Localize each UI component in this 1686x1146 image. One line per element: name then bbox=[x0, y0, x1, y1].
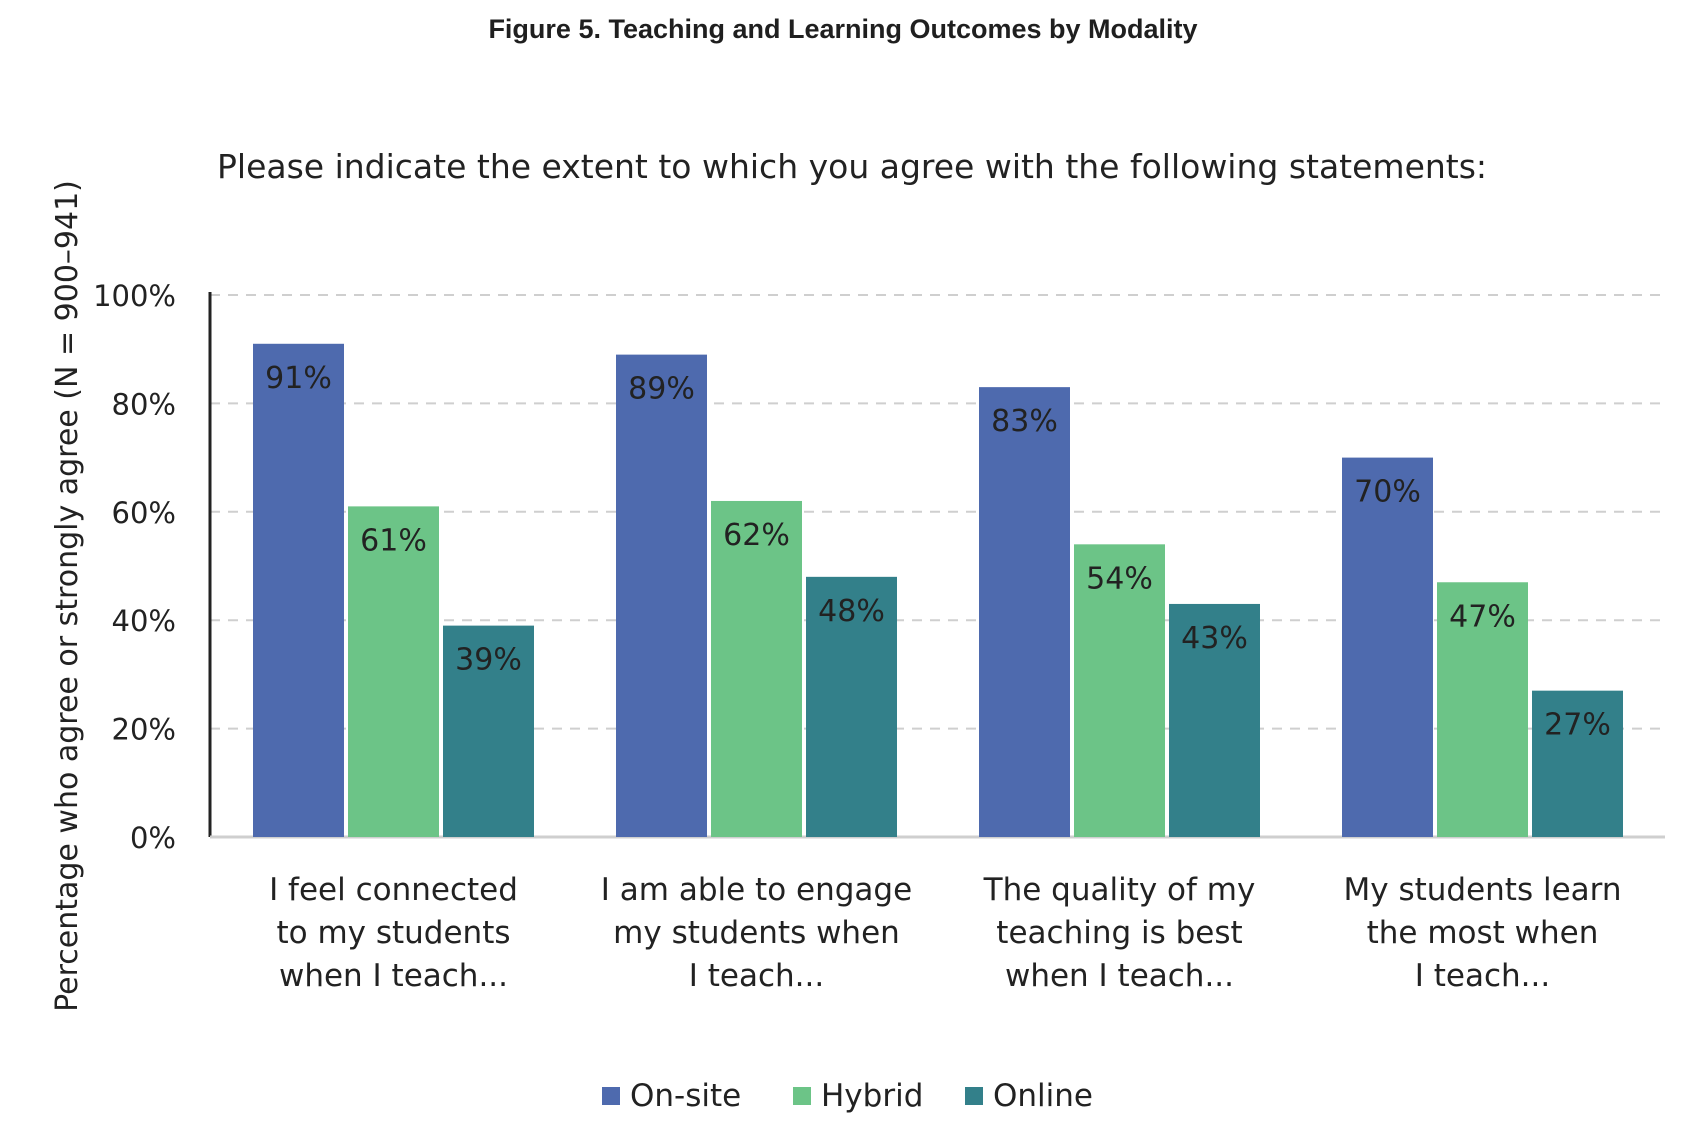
data-label: 39% bbox=[455, 643, 522, 678]
data-label: 27% bbox=[1544, 708, 1611, 743]
y-tick-label: 100% bbox=[93, 279, 176, 313]
bar-hybrid bbox=[1437, 582, 1528, 837]
bar-hybrid bbox=[711, 500, 802, 837]
y-tick-label: 0% bbox=[130, 821, 176, 855]
x-category-label: the most when bbox=[1367, 915, 1599, 951]
data-label: 70% bbox=[1354, 475, 1421, 510]
y-tick-label: 80% bbox=[112, 387, 176, 421]
bar-hybrid bbox=[1074, 544, 1165, 837]
x-category-label: I feel connected bbox=[269, 872, 518, 908]
y-tick-label: 20% bbox=[112, 713, 176, 747]
bar-onsite bbox=[253, 343, 344, 837]
bar-hybrid bbox=[348, 506, 439, 837]
data-label: 47% bbox=[1449, 599, 1516, 634]
data-label: 48% bbox=[818, 594, 885, 629]
data-label: 83% bbox=[991, 404, 1058, 439]
data-label: 89% bbox=[628, 372, 695, 407]
bar-online bbox=[806, 576, 897, 837]
legend-swatch-onsite bbox=[602, 1087, 620, 1105]
bar-onsite bbox=[616, 354, 707, 837]
x-category-label: I am able to engage bbox=[601, 872, 912, 908]
chart-subtitle: Please indicate the extent to which you … bbox=[217, 147, 1487, 186]
legend-swatch-online bbox=[965, 1087, 983, 1105]
y-tick-label: 40% bbox=[112, 604, 176, 638]
bar-online bbox=[443, 625, 534, 837]
bar-onsite bbox=[1342, 457, 1433, 837]
y-axis-label: Percentage who agree or strongly agree (… bbox=[50, 180, 85, 1012]
bar-onsite bbox=[979, 387, 1070, 837]
x-category-label: I teach... bbox=[689, 958, 824, 994]
figure-title: Figure 5. Teaching and Learning Outcomes… bbox=[488, 14, 1198, 44]
data-label: 54% bbox=[1086, 561, 1153, 596]
y-tick-label: 60% bbox=[112, 496, 176, 530]
x-category-label: when I teach... bbox=[279, 958, 508, 994]
x-category-label: I teach... bbox=[1415, 958, 1550, 994]
x-category-label: to my students bbox=[276, 915, 510, 951]
data-label: 62% bbox=[723, 518, 790, 553]
legend-label: Online bbox=[993, 1078, 1093, 1114]
bar-online bbox=[1532, 690, 1623, 837]
data-label: 61% bbox=[360, 523, 427, 558]
x-category-label: when I teach... bbox=[1005, 958, 1234, 994]
data-label: 91% bbox=[265, 361, 332, 396]
x-category-label: The quality of my bbox=[983, 872, 1256, 908]
legend-label: Hybrid bbox=[821, 1078, 923, 1114]
data-label: 43% bbox=[1181, 621, 1248, 656]
x-category-label: my students when bbox=[613, 915, 900, 951]
x-category-label: teaching is best bbox=[996, 915, 1242, 951]
legend-swatch-hybrid bbox=[793, 1087, 811, 1105]
x-category-label: My students learn bbox=[1344, 872, 1622, 908]
legend-label: On-site bbox=[630, 1078, 741, 1114]
bar-online bbox=[1169, 603, 1260, 837]
